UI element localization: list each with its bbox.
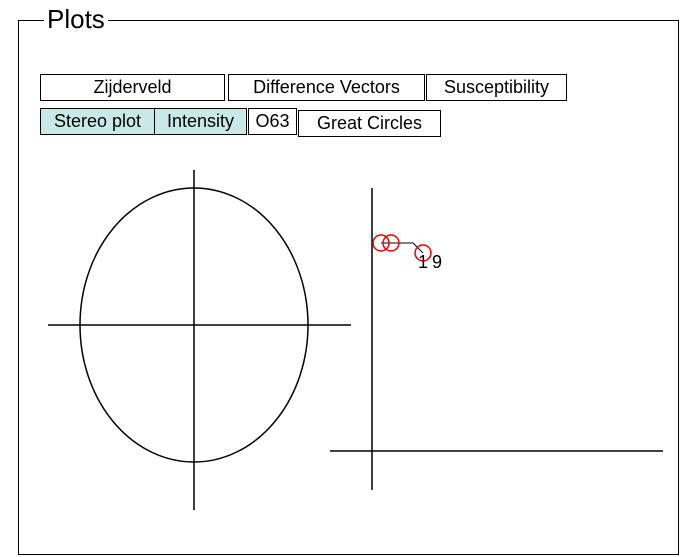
- data-point: [414, 244, 432, 262]
- tab-button[interactable]: Intensity: [154, 108, 247, 135]
- tab-button[interactable]: Zijderveld: [40, 74, 225, 101]
- tab-button[interactable]: Susceptibility: [426, 74, 567, 101]
- data-point: [372, 234, 390, 252]
- tab-button[interactable]: Difference Vectors: [228, 74, 425, 101]
- data-point: [382, 234, 400, 252]
- plots-frame: [18, 20, 679, 555]
- intensity-line: [381, 242, 424, 254]
- point-label: 9: [432, 252, 442, 272]
- point-label: 1: [418, 252, 428, 272]
- frame-title: Plots: [44, 4, 108, 34]
- tab-button[interactable]: O63: [248, 108, 297, 135]
- tab-button[interactable]: Great Circles: [298, 110, 441, 137]
